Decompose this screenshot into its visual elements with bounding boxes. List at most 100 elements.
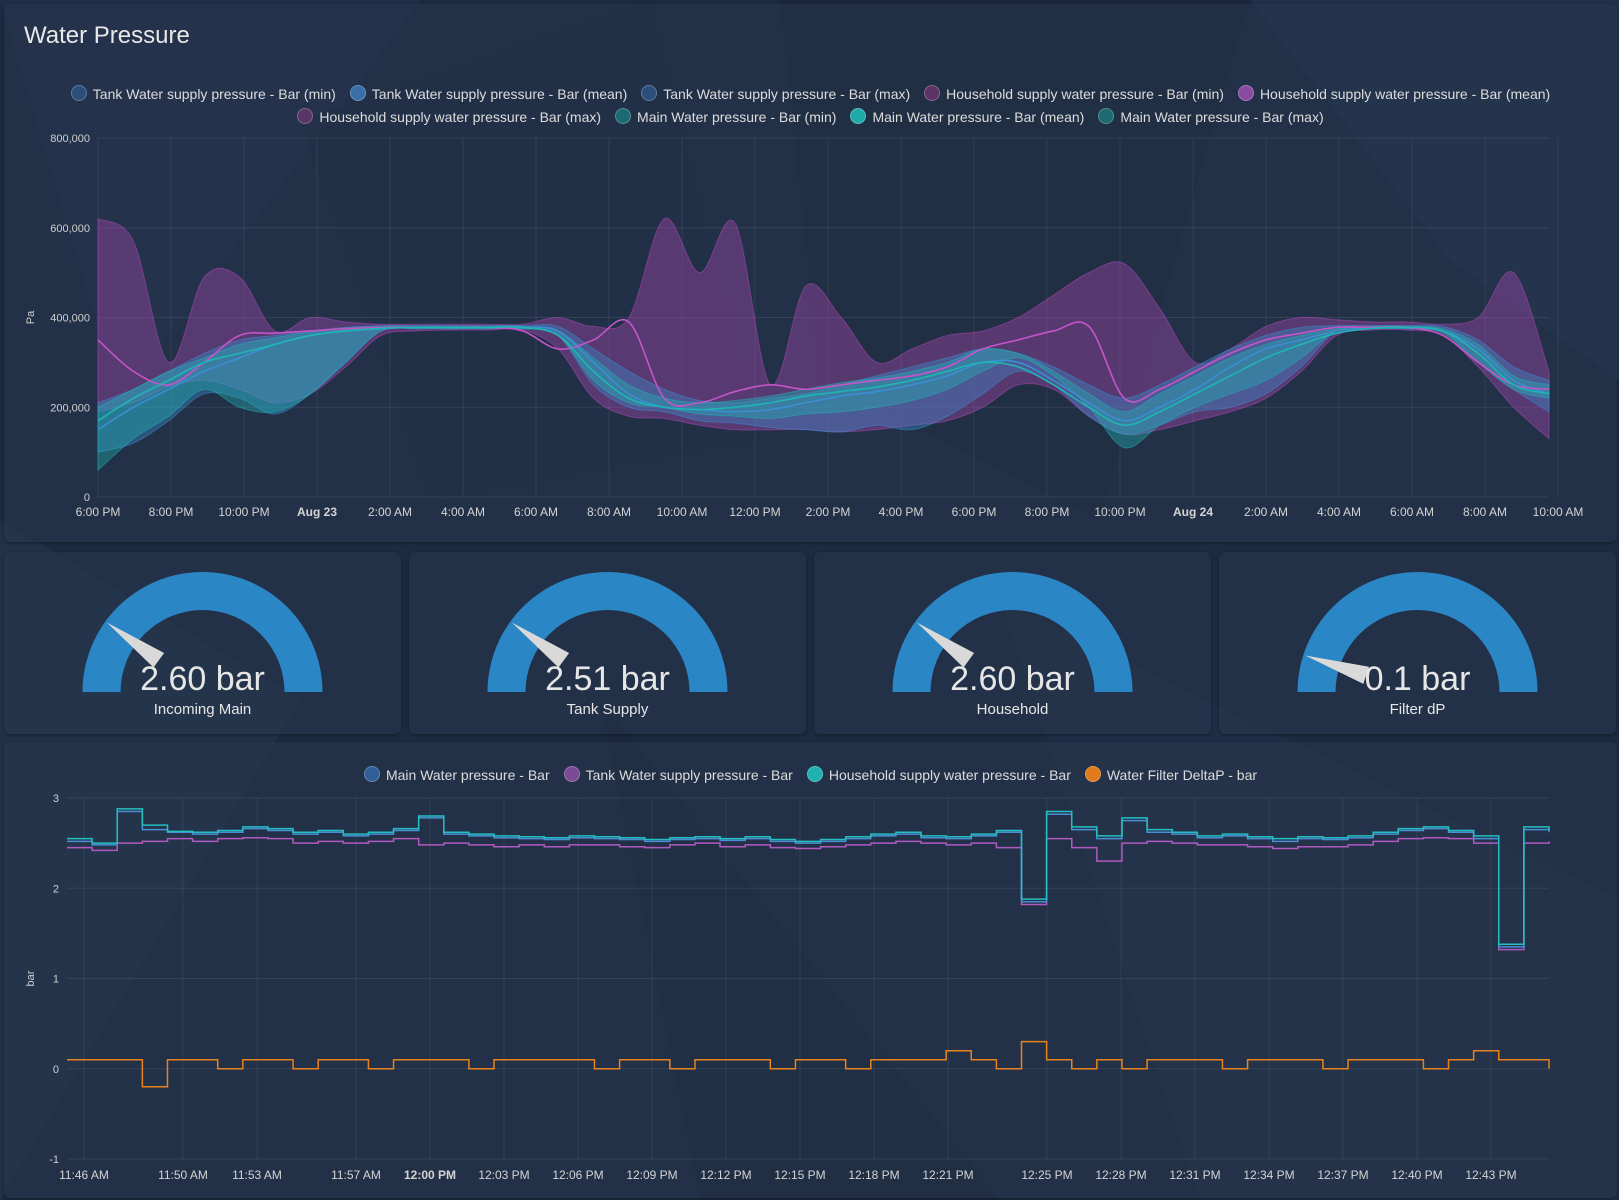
x-tick-label: 11:50 AM [158,1168,208,1182]
x-tick-label: 8:00 PM [149,505,194,519]
x-tick-label: 12:06 PM [552,1168,603,1182]
bottom-legend-item[interactable]: Main Water pressure - Bar [363,764,550,787]
legend-label: Water Filter DeltaP - bar [1106,767,1258,783]
legend-label: Tank Water supply pressure - Bar [585,767,793,783]
gauge-needle-icon [107,622,165,668]
page-title: Water Pressure [24,22,190,49]
gauge-arc [82,572,323,692]
bottom-legend-item[interactable]: Water Filter DeltaP - bar [1084,764,1258,787]
x-tick-label: 6:00 AM [514,505,558,519]
recent-pressure-panel: Main Water pressure - Bar Tank Water supp… [4,742,1617,1198]
x-tick-label: 12:21 PM [922,1168,973,1182]
legend-dot-icon [806,766,823,782]
gauge-card: 0.1 bar Filter dP [1219,552,1616,734]
gauge-label: Incoming Main [153,701,252,718]
x-tick-label: 12:18 PM [848,1168,899,1182]
gauge-label: Tank Supply [566,701,649,718]
x-tick-label: 12:28 PM [1095,1168,1146,1182]
x-tick-label: 12:00 PM [404,1168,456,1182]
filter-deltap-line[interactable] [67,1040,1550,1088]
mean-series-line[interactable] [97,325,1550,427]
x-tick-label: 12:34 PM [1243,1168,1294,1182]
top-legend-item[interactable]: Tank Water supply pressure - Bar (max) [641,83,910,106]
legend-dot-icon [70,85,87,101]
y-tick-label: 1 [53,974,59,986]
x-tick-label: 10:00 PM [218,505,269,519]
top-legend-item[interactable]: Main Water pressure - Bar (min) [615,106,836,129]
y-tick-label: 200,000 [50,402,90,414]
gauge-arc [1297,572,1538,692]
main-range-band[interactable] [97,325,1550,472]
top-legend-item[interactable]: Household supply water pressure - Bar (m… [1237,83,1551,106]
legend-label: Tank Water supply pressure - Bar (mean) [371,86,628,102]
household-range-band[interactable] [97,217,1550,440]
gauge-arc [487,572,728,692]
bottom-legend-item[interactable]: Tank Water supply pressure - Bar [563,764,793,787]
x-tick-label: 12:09 PM [626,1168,677,1182]
legend-dot-icon [363,766,380,782]
legend-dot-icon [563,766,580,782]
gauge-needle-icon [917,622,975,668]
gauge-value: 2.51 bar [545,660,670,698]
x-tick-label: 6:00 PM [76,505,121,519]
x-tick-label: 12:31 PM [1169,1168,1220,1182]
x-tick-label: Aug 23 [297,505,337,519]
bottom-chart-legend: Main Water pressure - Bar Tank Water supp… [4,764,1617,787]
legend-dot-icon [1237,85,1254,101]
legend-dot-icon [850,108,867,124]
legend-dot-icon [349,85,366,101]
mean-series-line[interactable] [97,318,1550,407]
household-pressure-line[interactable] [67,808,1550,945]
x-tick-label: 11:53 AM [232,1168,282,1182]
top-legend-item[interactable]: Tank Water supply pressure - Bar (min) [70,83,336,106]
x-tick-label: 8:00 AM [587,505,631,519]
x-tick-label: 12:25 PM [1021,1168,1072,1182]
top-legend-item[interactable]: Household supply water pressure - Bar (m… [297,106,601,129]
top-legend-item[interactable]: Tank Water supply pressure - Bar (mean) [349,83,628,106]
top-legend-item[interactable]: Household supply water pressure - Bar (m… [924,83,1224,106]
tank-pressure-line[interactable] [67,836,1550,951]
y-tick-label: 0 [53,1064,59,1076]
x-tick-label: 12:40 PM [1391,1168,1442,1182]
gauge-label: Filter dP [1389,701,1446,718]
x-tick-label: Aug 24 [1173,505,1213,519]
x-tick-label: 8:00 AM [1463,505,1507,519]
gauge-value: 2.60 bar [140,660,265,698]
main-pressure-line[interactable] [67,810,1550,948]
gauge-card: 2.60 bar Incoming Main [4,552,401,734]
y-tick-label: 800,000 [50,133,90,145]
y-tick-label: 400,000 [50,313,90,325]
x-tick-label: 2:00 PM [806,505,851,519]
water-pressure-panel: Water Pressure Tank Water supply pressur… [4,4,1617,542]
x-tick-label: 4:00 AM [441,505,485,519]
legend-label: Household supply water pressure - Bar (m… [1259,86,1551,102]
y-axis-label: Pa [25,310,37,324]
top-legend-item[interactable]: Main Water pressure - Bar (max) [1098,106,1324,129]
bottom-legend-item[interactable]: Household supply water pressure - Bar [806,764,1071,787]
y-tick-label: -1 [49,1154,59,1166]
gauge-card: 2.51 bar Tank Supply [409,552,806,734]
bottom-line-chart: 3 2 1 0 -111:46 AM 11:50 AM 11:53 AM 11:57 AM 12… [25,793,1550,1182]
x-tick-label: 10:00 PM [1094,505,1145,519]
legend-label: Tank Water supply pressure - Bar (min) [92,86,336,102]
legend-label: Main Water pressure - Bar [385,767,550,783]
legend-dot-icon [641,85,658,101]
gauge-card: 2.60 bar Household [814,552,1211,734]
top-legend-item[interactable]: Main Water pressure - Bar (mean) [850,106,1084,129]
legend-dot-icon [924,85,941,101]
x-tick-label: 11:57 AM [331,1168,381,1182]
x-tick-label: 4:00 AM [1317,505,1361,519]
x-tick-label: 11:46 AM [59,1168,109,1182]
top-chart-legend: Tank Water supply pressure - Bar (min) Ta… [4,83,1617,129]
gauge-needle-icon [1305,655,1369,684]
gauge-label: Household [976,701,1049,718]
y-axis-label: bar [25,970,37,986]
legend-dot-icon [1084,766,1101,782]
x-tick-label: 12:03 PM [478,1168,529,1182]
y-tick-label: 3 [53,793,59,805]
x-tick-label: 2:00 AM [368,505,412,519]
gauge-needle-icon [512,622,570,668]
gauge-dial [487,572,728,692]
x-tick-label: 12:12 PM [700,1168,751,1182]
y-tick-label: 0 [84,492,90,504]
